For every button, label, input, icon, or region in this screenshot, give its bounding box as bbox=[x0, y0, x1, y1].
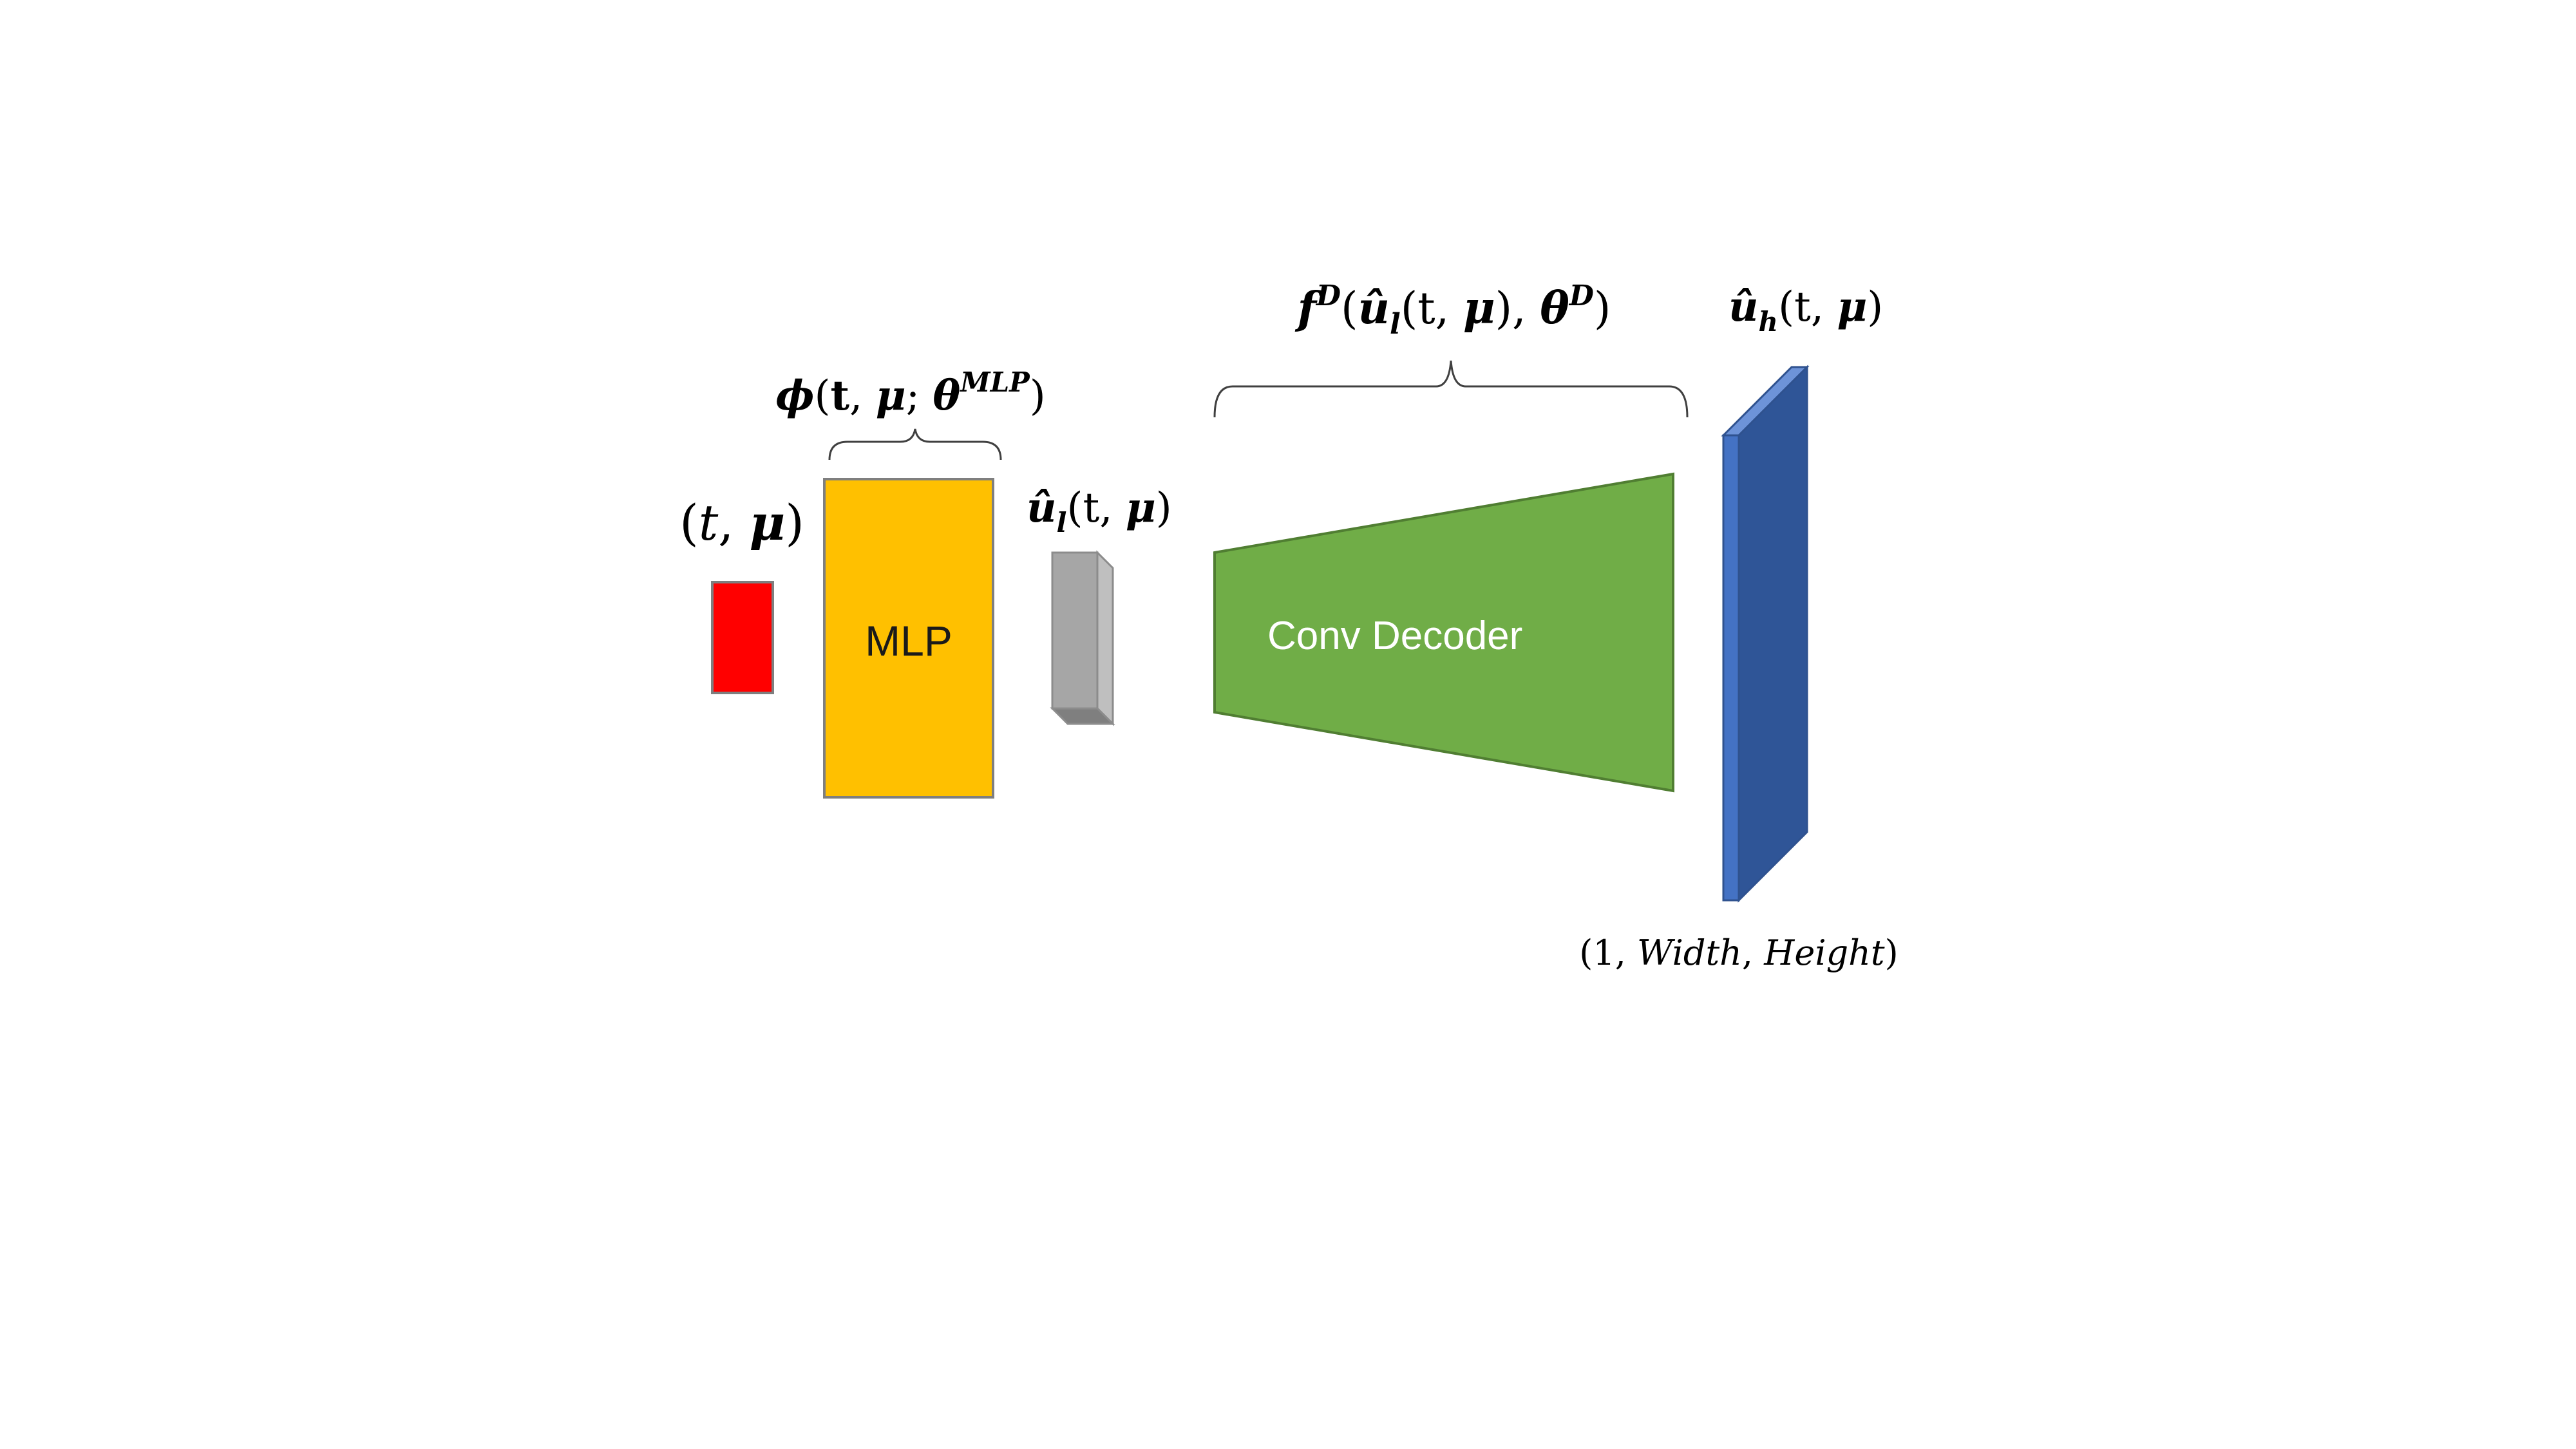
decoder-function-label: fD(ûl(t, μ), θD) bbox=[1295, 279, 1611, 341]
decoder-brace bbox=[1213, 360, 1689, 418]
latent-vector bbox=[1050, 550, 1115, 726]
decoder-block-label: Conv Decoder bbox=[1267, 614, 1522, 658]
output-field bbox=[1721, 365, 1810, 903]
output-dimensions-label: (1, Width, Height) bbox=[1579, 933, 1898, 973]
mlp-block-label: MLP bbox=[865, 617, 952, 665]
input-label: (t, μ) bbox=[679, 494, 804, 551]
input-vector bbox=[711, 581, 774, 694]
mlp-function-label: ϕ(t, μ; θMLP) bbox=[775, 366, 1045, 420]
latent-label: ûl(t, μ) bbox=[1027, 484, 1172, 538]
output-label: ûh(t, μ) bbox=[1728, 283, 1883, 337]
mlp-block bbox=[823, 478, 994, 799]
decoder-block bbox=[1213, 472, 1674, 793]
mlp-brace bbox=[828, 428, 1002, 460]
